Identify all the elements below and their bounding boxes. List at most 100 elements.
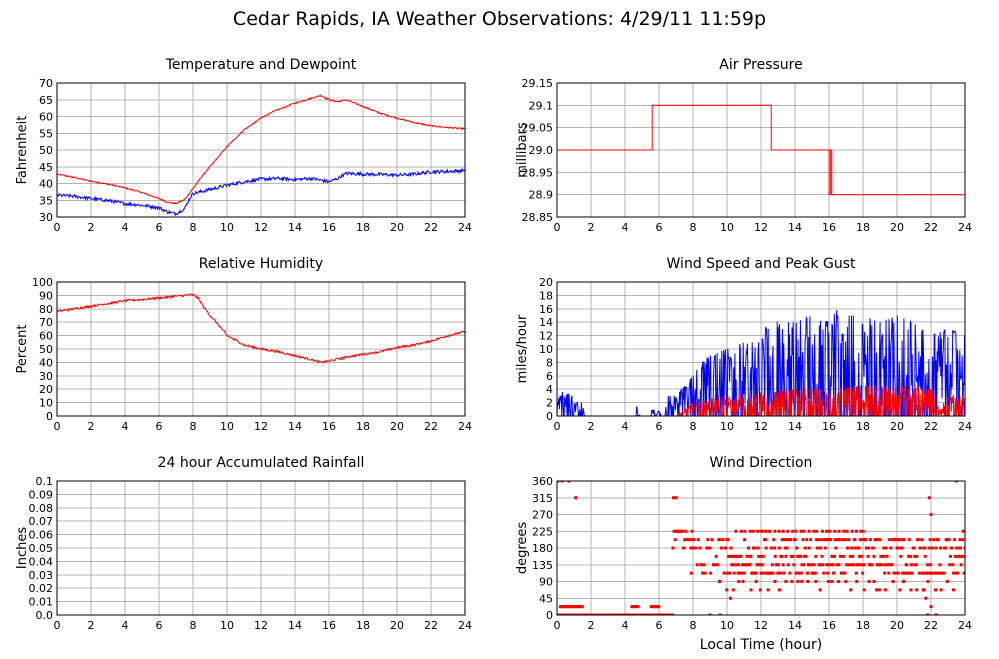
x-tick-label: 6 [656,619,663,632]
data-point [859,529,863,533]
data-point [781,563,785,567]
data-point [907,538,911,542]
x-tick-label: 2 [88,619,95,632]
data-point [860,554,864,558]
y-tick-label: 30 [39,211,53,224]
chart-title: 24 hour Accumulated Rainfall [158,455,365,471]
y-tick-label: 28.95 [522,166,554,179]
plot-frame [556,281,966,417]
data-point [822,571,826,575]
data-point [761,554,765,558]
data-point [681,546,685,550]
x-tick-label: 22 [924,420,938,433]
data-point [784,580,788,583]
data-point [864,538,868,542]
data-point [800,563,804,567]
data-point [889,546,893,550]
data-point [824,538,828,542]
x-tick-label: 18 [356,420,370,433]
data-point [884,546,888,550]
y-tick-label: 0 [546,410,553,423]
y-axis-label: millibars [515,122,530,178]
data-point [906,571,910,575]
y-tick-label: 70 [39,77,53,90]
data-point [929,563,933,567]
data-point [768,529,772,533]
y-tick-label: 20 [539,276,553,289]
data-point [725,571,729,575]
data-point [885,554,889,558]
data-point [899,554,903,558]
data-point [764,529,768,533]
y-axis-label: Inches [15,527,30,569]
data-point [777,546,781,550]
data-point [844,580,848,583]
data-point [772,538,776,542]
data-point [960,554,964,558]
data-point [728,596,732,600]
y-tick-label: 0.0 [36,609,54,622]
data-point [802,554,806,558]
data-point [878,563,882,567]
y-tick-label: 0.06 [29,529,54,542]
data-point [854,571,858,575]
plot-area [57,94,465,217]
data-point [846,546,850,550]
x-tick-label: 6 [156,420,163,433]
data-point [913,554,917,558]
data-point [699,563,703,567]
data-point [901,580,905,583]
data-point [849,588,853,592]
plot-frame [556,480,966,616]
x-tick-label: 24 [958,420,972,433]
series-line [557,385,965,416]
data-point [718,538,722,542]
data-point [951,563,955,567]
data-point [791,529,795,533]
data-point [692,538,696,542]
data-point [830,554,834,558]
data-point [841,538,845,542]
data-point [819,538,823,542]
data-point [728,554,732,558]
x-tick-label: 14 [788,420,802,433]
data-point [929,605,933,609]
x-tick-label: 0 [554,619,561,632]
data-point [687,538,691,542]
data-point [727,554,731,558]
data-point [816,538,820,542]
data-point [735,554,739,558]
x-tick-label: 20 [890,420,904,433]
data-point [898,588,902,592]
data-point [739,529,743,533]
x-tick-label: 24 [458,420,472,433]
data-point [812,563,816,567]
data-point [957,554,961,558]
x-tick-label: 2 [88,221,95,234]
data-point [813,571,817,575]
data-point [861,571,865,575]
data-point [803,546,807,550]
x-tick-label: 0 [554,420,561,433]
data-point [671,496,675,500]
data-point [849,563,853,567]
data-point [825,563,829,567]
data-point [901,571,905,575]
data-point [785,546,789,550]
data-point [832,571,836,575]
data-point [806,580,810,583]
data-point [879,554,883,558]
data-point [734,563,738,567]
x-tick-label: 14 [288,420,302,433]
data-point [851,563,855,567]
data-point [910,571,914,575]
data-point [759,571,763,575]
data-point [805,538,809,542]
y-tick-label: 80 [39,303,53,316]
data-point [574,496,578,500]
y-tick-label: 90 [539,576,553,589]
x-tick-label: 14 [288,619,302,632]
y-tick-label: 0.02 [29,582,54,595]
y-tick-label: 60 [39,330,53,343]
series-line [557,104,965,196]
